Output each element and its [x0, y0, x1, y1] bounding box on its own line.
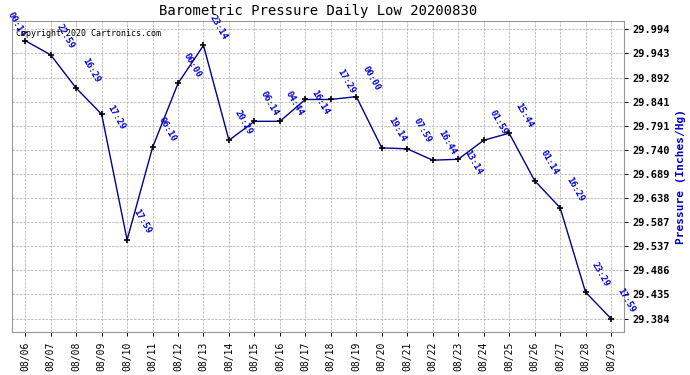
Text: 01:14: 01:14: [539, 148, 560, 177]
Text: 15:44: 15:44: [513, 101, 535, 129]
Text: 23:29: 23:29: [590, 260, 611, 288]
Text: 06:10: 06:10: [157, 116, 178, 143]
Text: 23:14: 23:14: [208, 13, 229, 41]
Text: Copyright 2020 Cartronics.com: Copyright 2020 Cartronics.com: [16, 28, 161, 38]
Text: 00:00: 00:00: [360, 65, 382, 93]
Text: 16:44: 16:44: [437, 128, 458, 156]
Text: 19:14: 19:14: [386, 116, 407, 144]
Text: 06:14: 06:14: [259, 89, 280, 117]
Text: 01:59: 01:59: [488, 108, 509, 136]
Text: 16:29: 16:29: [564, 176, 586, 204]
Text: 16:29: 16:29: [80, 56, 101, 84]
Y-axis label: Pressure (Inches/Hg): Pressure (Inches/Hg): [676, 109, 686, 244]
Text: 17:29: 17:29: [335, 68, 356, 95]
Title: Barometric Pressure Daily Low 20200830: Barometric Pressure Daily Low 20200830: [159, 4, 477, 18]
Text: 07:59: 07:59: [411, 117, 433, 145]
Text: 20:29: 20:29: [233, 108, 255, 136]
Text: 22:59: 22:59: [55, 23, 76, 51]
Text: 17:59: 17:59: [131, 208, 152, 236]
Text: 04:44: 04:44: [284, 89, 305, 117]
Text: 17:59: 17:59: [615, 287, 636, 315]
Text: 13:14: 13:14: [462, 148, 484, 176]
Text: 17:29: 17:29: [106, 103, 127, 131]
Text: 16:14: 16:14: [310, 88, 331, 116]
Text: 00:14: 00:14: [6, 10, 27, 38]
Text: 00:00: 00:00: [182, 51, 204, 79]
